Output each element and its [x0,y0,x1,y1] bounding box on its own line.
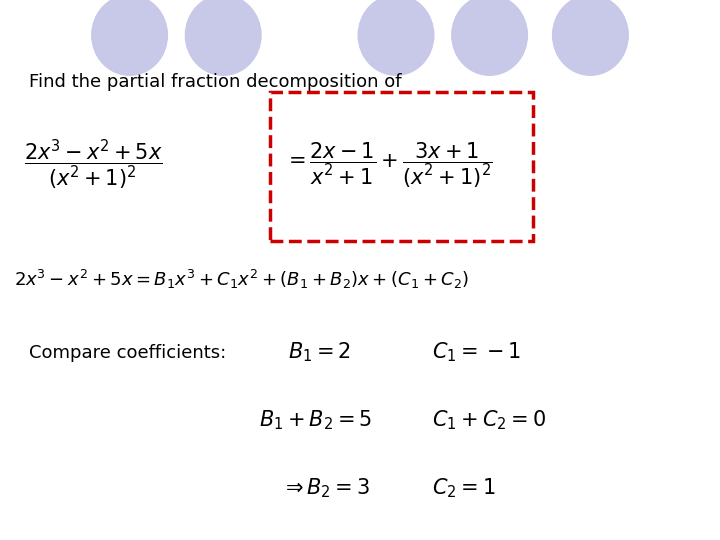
Text: $C_2 = 1$: $C_2 = 1$ [432,476,495,500]
Text: $\dfrac{2x^3 - x^2 + 5x}{\left(x^2+1\right)^2}$: $\dfrac{2x^3 - x^2 + 5x}{\left(x^2+1\rig… [24,138,163,192]
Ellipse shape [185,0,261,75]
Text: $C_1 = -1$: $C_1 = -1$ [432,341,521,364]
Text: $=\dfrac{2x-1}{x^2+1}+\dfrac{3x+1}{\left(x^2+1\right)^2}$: $=\dfrac{2x-1}{x^2+1}+\dfrac{3x+1}{\left… [284,141,493,190]
Text: $C_1 + C_2 = 0$: $C_1 + C_2 = 0$ [432,408,546,432]
Ellipse shape [91,0,167,75]
Ellipse shape [452,0,527,75]
Text: $B_1 + B_2 = 5$: $B_1 + B_2 = 5$ [259,408,372,432]
Text: Find the partial fraction decomposition of: Find the partial fraction decomposition … [29,73,401,91]
Ellipse shape [359,0,434,75]
Text: Compare coefficients:: Compare coefficients: [29,343,226,362]
Text: $\Rightarrow B_2 = 3$: $\Rightarrow B_2 = 3$ [281,476,370,500]
Ellipse shape [552,0,628,75]
Text: $2x^3 - x^2 + 5x = B_1 x^3 + C_1 x^2 + \left(B_1+B_2\right)x + \left(C_1+C_2\rig: $2x^3 - x^2 + 5x = B_1 x^3 + C_1 x^2 + \… [14,268,469,291]
Text: $B_1 = 2$: $B_1 = 2$ [288,341,351,364]
